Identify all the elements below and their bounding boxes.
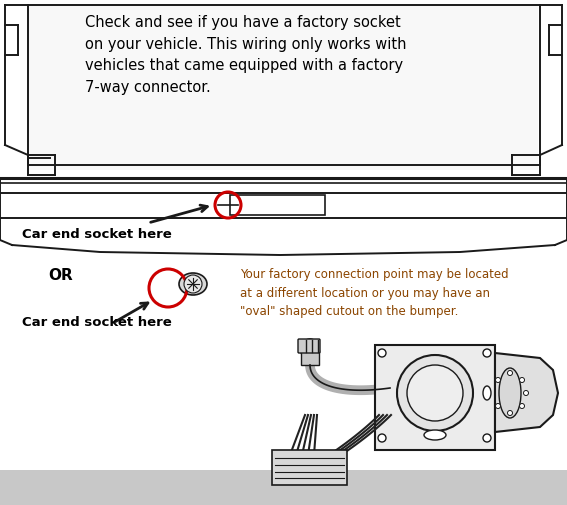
Bar <box>230 195 325 215</box>
Circle shape <box>483 349 491 357</box>
FancyBboxPatch shape <box>272 450 347 485</box>
Bar <box>301 350 319 365</box>
Text: Car end socket here: Car end socket here <box>22 316 172 329</box>
Text: Your factory connection point may be located
at a different location or you may : Your factory connection point may be loc… <box>240 268 509 318</box>
Ellipse shape <box>179 273 207 295</box>
FancyBboxPatch shape <box>298 339 320 353</box>
FancyBboxPatch shape <box>0 470 567 505</box>
Text: OR: OR <box>48 268 73 283</box>
Circle shape <box>407 365 463 421</box>
Circle shape <box>507 371 513 376</box>
Ellipse shape <box>424 430 446 440</box>
Circle shape <box>507 411 513 416</box>
Circle shape <box>184 275 202 293</box>
Text: Car end socket here: Car end socket here <box>22 228 172 241</box>
FancyBboxPatch shape <box>28 5 538 170</box>
Circle shape <box>397 355 473 431</box>
Text: Check and see if you have a factory socket
on your vehicle. This wiring only wor: Check and see if you have a factory sock… <box>85 15 407 95</box>
Circle shape <box>519 378 524 382</box>
Ellipse shape <box>301 339 319 361</box>
Circle shape <box>378 434 386 442</box>
Circle shape <box>378 349 386 357</box>
Polygon shape <box>495 353 558 432</box>
Ellipse shape <box>499 368 521 418</box>
Circle shape <box>496 378 501 382</box>
Circle shape <box>519 403 524 409</box>
Circle shape <box>483 434 491 442</box>
Circle shape <box>496 403 501 409</box>
Ellipse shape <box>483 386 491 400</box>
FancyBboxPatch shape <box>375 345 495 450</box>
Circle shape <box>523 390 528 395</box>
